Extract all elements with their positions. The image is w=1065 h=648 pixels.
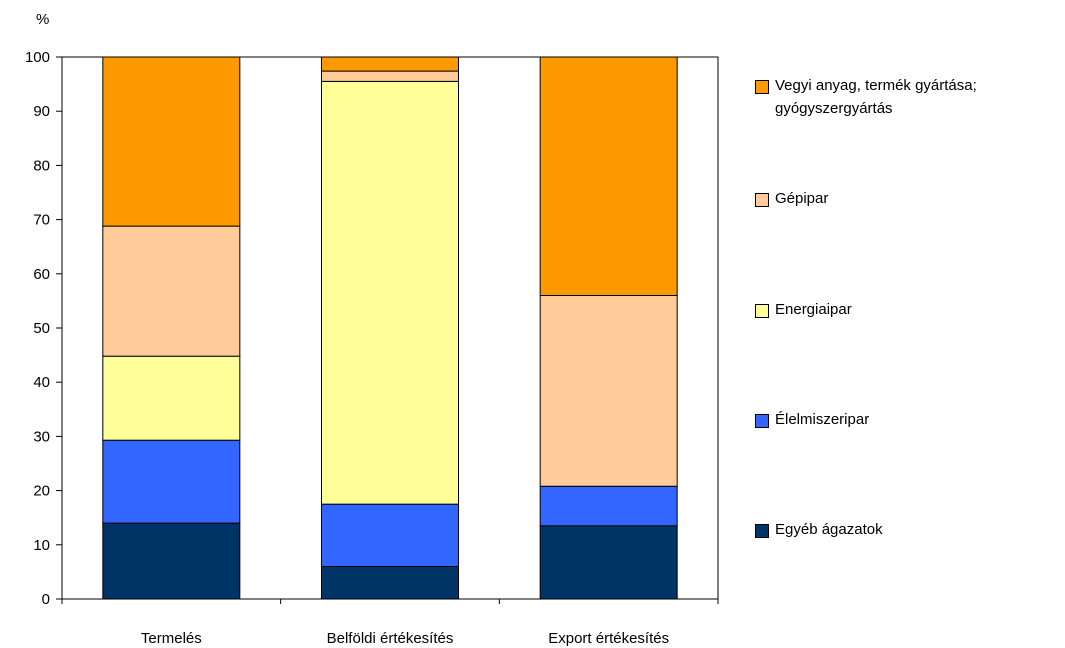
bar-segment	[321, 503, 459, 567]
legend-swatch-egyeb	[755, 524, 769, 538]
legend-swatch-energiaipar	[755, 304, 769, 318]
legend-item-elelmiszeripar: Élelmiszeripar	[755, 410, 869, 431]
bar-segment	[539, 294, 678, 487]
bar-segment	[321, 565, 459, 600]
legend-item-gepipar: Gépipar	[755, 189, 828, 210]
bar-segment	[102, 439, 241, 524]
x-category-label: Termelés	[141, 630, 202, 647]
legend-label-energiaipar: Energiaipar	[775, 301, 852, 318]
legend-label-egyeb: Egyéb ágazatok	[775, 521, 883, 538]
legend-item-energiaipar: Energiaipar	[755, 300, 852, 321]
y-tick-label: 20	[33, 483, 50, 500]
y-tick-label: 0	[42, 591, 50, 608]
bar-segment	[539, 485, 678, 527]
y-axis-unit-label: %	[36, 11, 49, 28]
legend-item-vegyi: Vegyi anyag, termék gyártása; gyógyszerg…	[755, 76, 1065, 120]
legend-swatch-vegyi	[755, 80, 769, 94]
bar-segment	[102, 522, 241, 600]
y-tick-label: 70	[33, 212, 50, 229]
y-tick-label: 90	[33, 103, 50, 120]
bar-segment	[321, 70, 459, 82]
bar-segment	[102, 225, 241, 357]
legend-label-elelmiszeripar: Élelmiszeripar	[775, 411, 870, 428]
y-tick-label: 50	[33, 320, 50, 337]
bar-segment	[321, 80, 459, 505]
plot-area: 0 10 20 30 40 50 60 70 80 90 100 Termelés Belföldi é…	[25, 49, 719, 647]
legend-label-gepipar: Gépipar	[775, 190, 829, 207]
y-tick-label: 30	[33, 428, 50, 445]
bar-segment	[102, 56, 241, 227]
x-category-label: Belföldi értékesítés	[327, 630, 454, 647]
y-tick-label: 40	[33, 374, 50, 391]
y-tick-label: 100	[25, 49, 50, 66]
x-category-label: Export értékesítés	[548, 630, 669, 647]
bar-segment	[539, 56, 678, 296]
legend-swatch-elelmiszeripar	[755, 414, 769, 428]
legend-label-vegyi: Vegyi anyag, termék gyártása; gyógyszerg…	[775, 77, 977, 117]
bar-segment	[102, 355, 241, 441]
bar-segment	[321, 56, 459, 72]
stacked-bar-chart: % 0 10 20 30 40 50 60 70 80 90 100 Termelés Belföldi…	[25, 11, 719, 647]
legend-item-egyeb: Egyéb ágazatok	[755, 520, 883, 541]
y-tick-label: 80	[33, 157, 50, 174]
legend-swatch-gepipar	[755, 193, 769, 207]
y-tick-label: 60	[33, 266, 50, 283]
legend: Vegyi anyag, termék gyártása; gyógyszerg…	[755, 0, 1065, 648]
y-tick-label: 10	[33, 537, 50, 554]
bar-segment	[539, 525, 678, 600]
